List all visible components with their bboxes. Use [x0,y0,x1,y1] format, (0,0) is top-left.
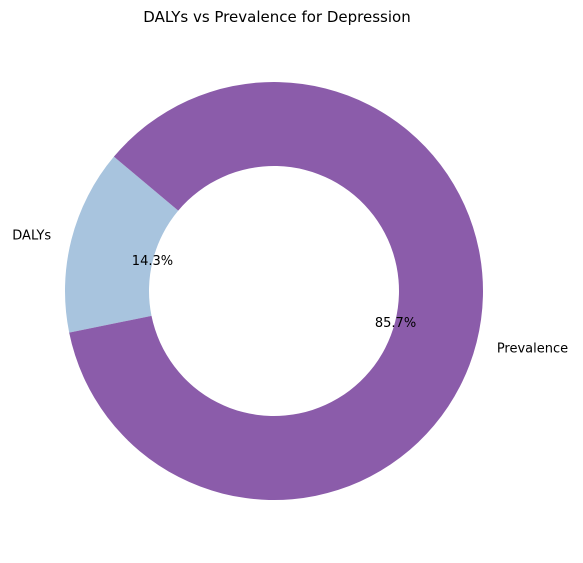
percent-label-dalys: 14.3% [132,254,173,269]
percent-label-prevalence: 85.7% [375,316,416,331]
slice-prevalence [69,81,483,500]
slice-group [64,81,483,500]
label-group: DALYs 14.3% Prevalence 85.7% [12,228,568,356]
category-label-dalys: DALYs [12,228,51,243]
slice-dalys [64,156,179,333]
chart-title: DALYs vs Prevalence for Depression [143,8,410,26]
category-label-prevalence: Prevalence [497,342,568,357]
